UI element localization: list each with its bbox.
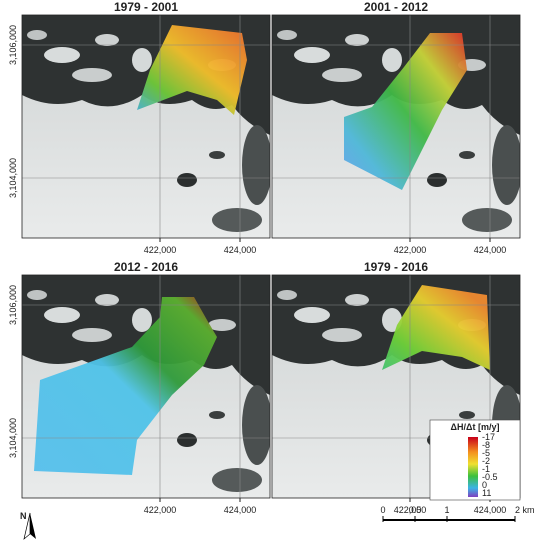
elevation-change: [344, 33, 467, 190]
scale-label: 0.5: [409, 505, 422, 515]
panel-frame: [21, 274, 271, 499]
panel-image: [22, 15, 270, 238]
legend-label: 11: [482, 488, 491, 498]
y-label: 3,104,000: [8, 158, 18, 198]
scale-label: 0: [380, 505, 385, 515]
x-label: 424,000: [474, 505, 507, 515]
panel-title: 1979 - 2016: [364, 260, 428, 274]
legend-label: -8: [482, 440, 490, 450]
elevation-change: [34, 297, 217, 475]
x-label: 422,000: [144, 245, 177, 255]
arrow: [23, 512, 31, 540]
x-label: 424,000: [224, 505, 257, 515]
arrow: [30, 513, 36, 539]
map-panel: 1979 - 2016 422,000 424,000: [271, 260, 521, 515]
y-label: 3,104,000: [8, 418, 18, 458]
x-label: 422,000: [394, 505, 427, 515]
legend-label: -0.5: [482, 472, 498, 482]
legend-title: ΔH/Δt [m/y]: [451, 422, 500, 432]
north-label: N: [20, 511, 27, 521]
scale-label: 2 km: [515, 505, 534, 515]
elevation-change: [382, 285, 490, 370]
y-label: 3,106,000: [8, 285, 18, 325]
elevation-change: [137, 25, 247, 115]
x-label: 422,000: [394, 245, 427, 255]
x-label: 422,000: [144, 505, 177, 515]
map-panel: 1979 - 2001 422,000 424,000 3,106,000 3,104,…: [8, 0, 271, 255]
legend-label: -17: [482, 432, 495, 442]
y-label: 3,106,000: [8, 25, 18, 65]
x-label: 424,000: [224, 245, 257, 255]
panel-title: 2001 - 2012: [364, 0, 428, 14]
x-label: 424,000: [474, 245, 507, 255]
panel-image: [272, 275, 520, 498]
legend-label: -1: [482, 464, 490, 474]
color-bar: [468, 437, 478, 497]
map-panel: 2001 - 2012 422,000 424,000: [271, 0, 521, 255]
north-arrow: N: [20, 511, 36, 540]
panel-title: 2012 - 2016: [114, 260, 178, 274]
map-panel: 2012 - 2016 422,000 424,000 3,106,000 3,104,…: [8, 260, 271, 515]
panel-frame: [21, 14, 271, 239]
legend-label: 0: [482, 480, 487, 490]
panel-image: [22, 275, 270, 498]
panel-image: [272, 15, 520, 238]
panel-frame: [271, 14, 521, 239]
panel-frame: [271, 274, 521, 499]
legend-label: -5: [482, 448, 490, 458]
scale-bar: 0 0.5 1 2 km: [380, 505, 534, 522]
legend-label: -2: [482, 456, 490, 466]
panel-title: 1979 - 2001: [114, 0, 178, 14]
scale-label: 1: [444, 505, 449, 515]
